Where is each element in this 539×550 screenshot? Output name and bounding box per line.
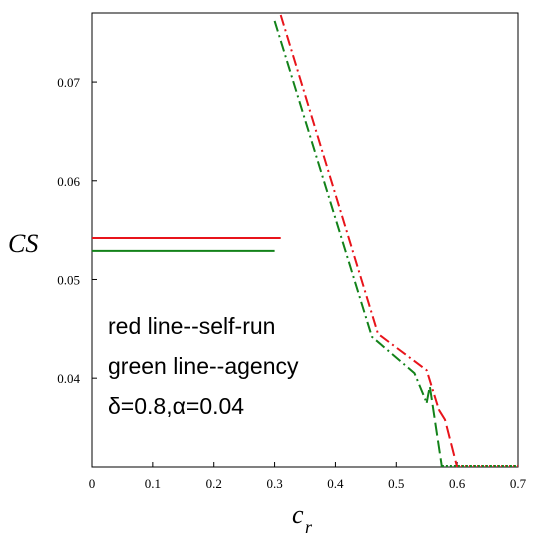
y-axis-title: CS xyxy=(8,229,38,258)
series-group xyxy=(92,14,518,468)
annotation-red-line: red line--self-run xyxy=(108,313,275,339)
annotation-parameters: δ=0.8,α=0.04 xyxy=(108,393,244,419)
y-tick-label: 0.07 xyxy=(57,75,80,90)
y-tick-label: 0.06 xyxy=(57,174,80,189)
series-0-dashdot-line xyxy=(279,14,440,411)
annotation-green-line: green line--agency xyxy=(108,353,299,379)
x-tick-label: 0.5 xyxy=(388,476,404,491)
x-axis-title: c xyxy=(292,500,304,529)
x-tick-label: 0 xyxy=(89,476,96,491)
x-axis-ticks: 0 0.1 0.2 0.3 0.4 0.5 0.6 0.7 xyxy=(89,462,527,491)
x-tick-label: 0.6 xyxy=(449,476,466,491)
x-tick-label: 0.4 xyxy=(327,476,344,491)
y-tick-label: 0.04 xyxy=(57,371,80,386)
series-1-dashdot-line xyxy=(273,20,428,404)
y-tick-label: 0.05 xyxy=(57,272,80,287)
plot-frame xyxy=(91,12,519,468)
series-1-dashed-line xyxy=(425,385,443,468)
x-tick-label: 0.3 xyxy=(266,476,282,491)
x-tick-label: 0.2 xyxy=(206,476,222,491)
x-axis-title-subscript: r xyxy=(305,517,313,537)
x-tick-label: 0.7 xyxy=(510,476,527,491)
x-tick-label: 0.1 xyxy=(145,476,161,491)
series-0-dashed-line xyxy=(438,409,459,468)
y-axis-ticks: 0.04 0.05 0.06 0.07 xyxy=(57,75,97,386)
